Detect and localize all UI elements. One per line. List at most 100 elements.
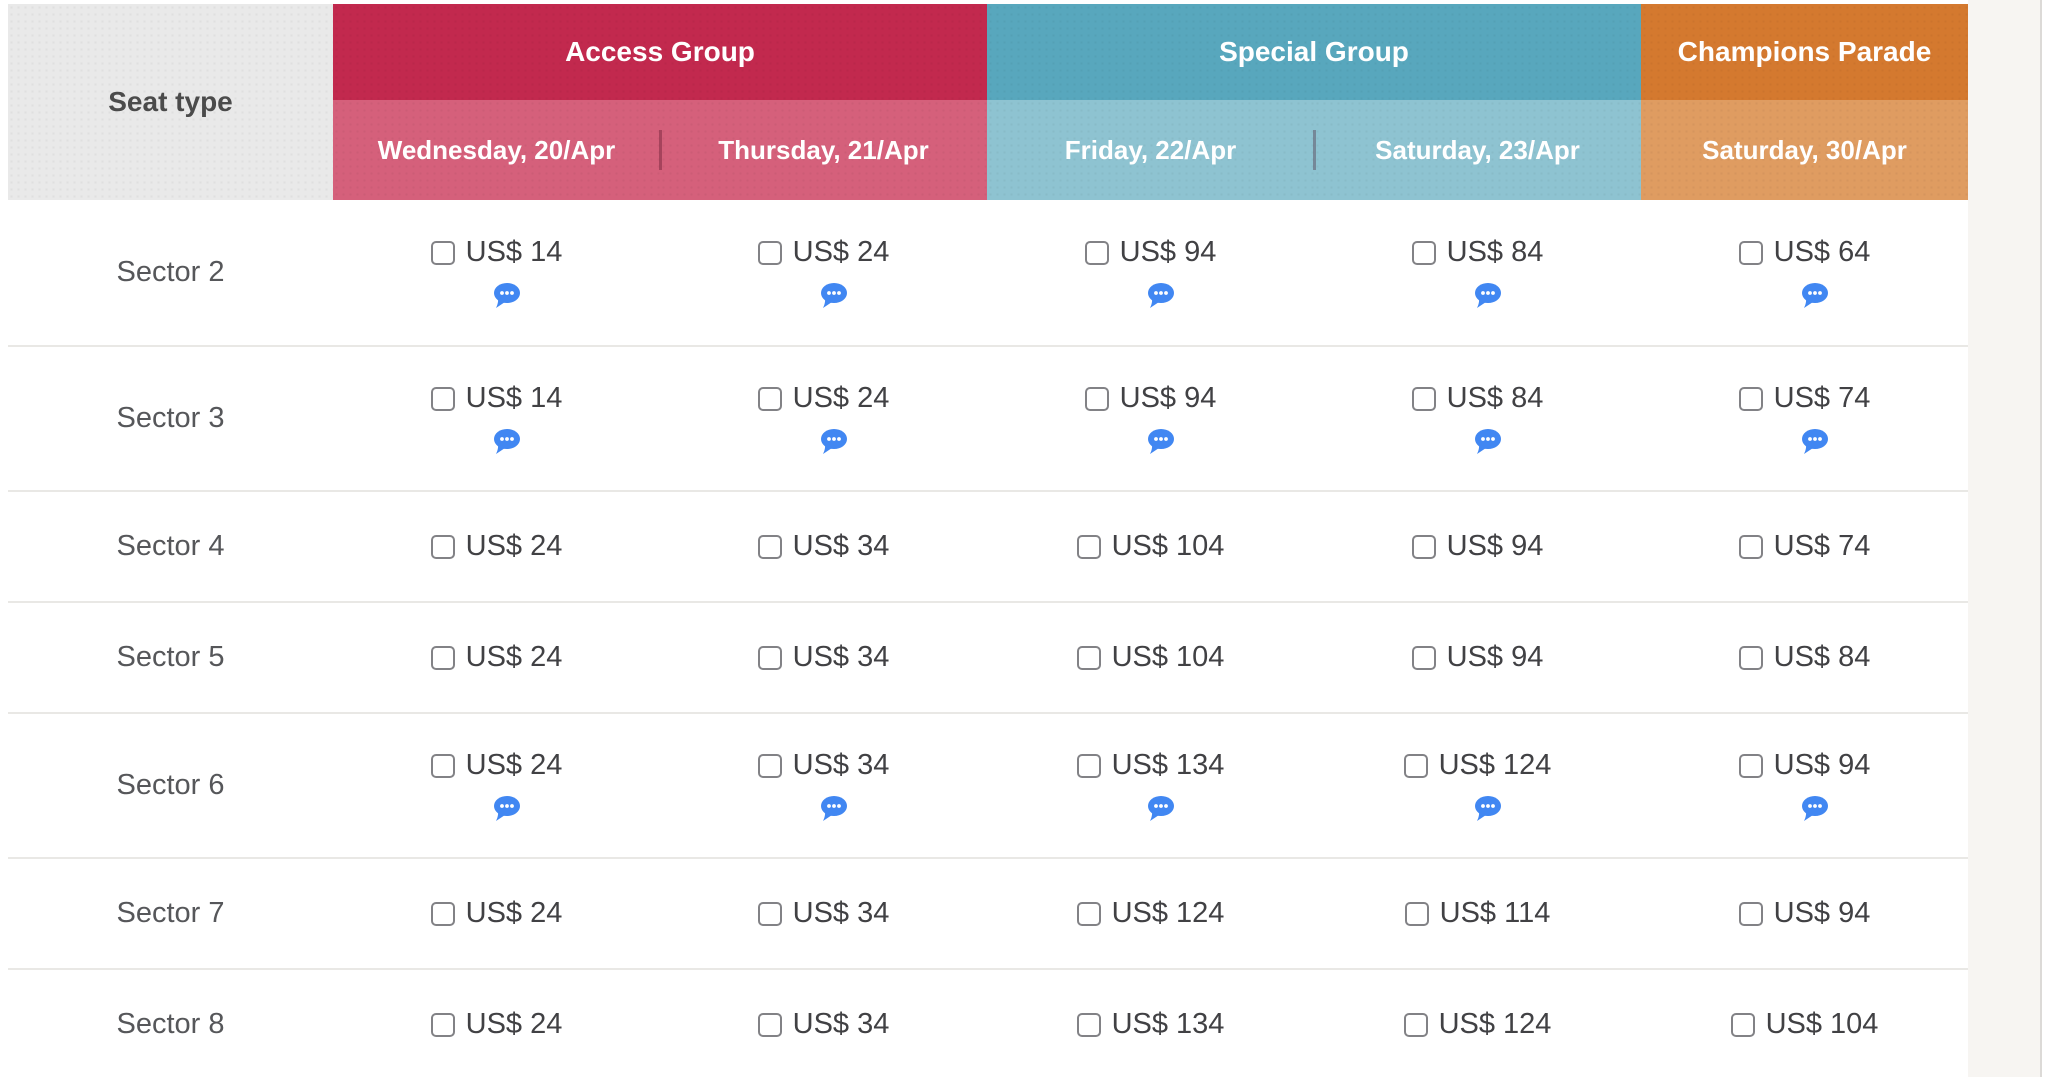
price-label: US$ 34	[792, 897, 890, 929]
speech-bubble-icon[interactable]	[1800, 428, 1829, 455]
price-cell: US$ 104	[987, 603, 1314, 712]
price-checkbox[interactable]	[757, 534, 782, 559]
speech-bubble-icon[interactable]	[819, 428, 848, 455]
page-right-rail	[1968, 0, 2042, 1077]
price-checkbox[interactable]	[1076, 753, 1101, 778]
price-checkbox[interactable]	[1730, 1012, 1755, 1037]
price-checkbox[interactable]	[430, 753, 455, 778]
price-checkbox[interactable]	[430, 240, 455, 265]
price-option[interactable]: US$ 134	[1076, 749, 1224, 782]
price-checkbox[interactable]	[1738, 386, 1763, 411]
price-option[interactable]: US$ 14	[430, 236, 562, 269]
price-checkbox[interactable]	[1411, 534, 1436, 559]
price-option[interactable]: US$ 94	[1411, 641, 1543, 674]
price-checkbox[interactable]	[757, 645, 782, 670]
price-option[interactable]: US$ 94	[1411, 530, 1544, 563]
price-option[interactable]: US$ 124	[1403, 1008, 1551, 1041]
price-option[interactable]: US$ 34	[757, 641, 889, 674]
price-checkbox[interactable]	[1738, 240, 1763, 265]
price-option[interactable]: US$ 74	[1738, 382, 1870, 415]
price-label: US$ 94	[1446, 530, 1544, 562]
price-checkbox[interactable]	[1411, 386, 1436, 411]
price-option[interactable]: US$ 124	[1403, 749, 1551, 782]
price-checkbox[interactable]	[430, 1012, 455, 1037]
price-option[interactable]: US$ 94	[1738, 897, 1871, 930]
price-checkbox[interactable]	[1404, 901, 1429, 926]
price-option[interactable]: US$ 84	[1411, 236, 1543, 269]
price-checkbox[interactable]	[1076, 645, 1101, 670]
speech-bubble-icon[interactable]	[1146, 428, 1175, 455]
price-checkbox[interactable]	[1411, 240, 1436, 265]
price-option[interactable]: US$ 74	[1738, 530, 1870, 563]
price-option[interactable]: US$ 34	[757, 1008, 890, 1041]
price-checkbox[interactable]	[1738, 534, 1763, 559]
price-checkbox[interactable]	[757, 386, 782, 411]
speech-bubble-icon[interactable]	[492, 428, 521, 455]
seat-label: Sector 3	[116, 402, 225, 434]
price-checkbox[interactable]	[757, 753, 782, 778]
price-checkbox[interactable]	[430, 901, 455, 926]
price-cell: US$ 34	[660, 970, 987, 1077]
price-checkbox[interactable]	[1076, 534, 1101, 559]
price-option[interactable]: US$ 124	[1076, 897, 1224, 930]
price-label: US$ 94	[1773, 897, 1871, 929]
price-label: US$ 24	[465, 641, 563, 673]
price-option[interactable]: US$ 24	[430, 1008, 562, 1041]
price-option[interactable]: US$ 94	[1084, 382, 1216, 415]
price-option[interactable]: US$ 104	[1076, 641, 1224, 674]
price-checkbox[interactable]	[757, 240, 782, 265]
speech-bubble-icon[interactable]	[1146, 795, 1175, 822]
price-option[interactable]: US$ 24	[757, 236, 889, 269]
price-label: US$ 24	[465, 749, 563, 781]
price-cell: US$ 94	[1641, 714, 1968, 857]
speech-bubble-icon[interactable]	[1800, 795, 1829, 822]
seat-type-cell: Sector 3	[8, 347, 333, 490]
speech-bubble-icon[interactable]	[819, 282, 848, 309]
speech-bubble-icon[interactable]	[1473, 428, 1502, 455]
speech-bubble-icon[interactable]	[1146, 282, 1175, 309]
price-label: US$ 34	[792, 1008, 890, 1040]
price-checkbox[interactable]	[1403, 753, 1428, 778]
price-option[interactable]: US$ 24	[757, 382, 889, 415]
speech-bubble-icon[interactable]	[1473, 282, 1502, 309]
price-cell: US$ 94	[1314, 492, 1641, 601]
speech-bubble-icon[interactable]	[492, 795, 521, 822]
price-option[interactable]: US$ 94	[1738, 749, 1870, 782]
price-option[interactable]: US$ 64	[1738, 236, 1870, 269]
price-option[interactable]: US$ 104	[1076, 530, 1224, 563]
price-label: US$ 84	[1446, 382, 1544, 414]
price-option[interactable]: US$ 104	[1730, 1008, 1878, 1041]
price-checkbox[interactable]	[1403, 1012, 1428, 1037]
price-checkbox[interactable]	[430, 645, 455, 670]
price-option[interactable]: US$ 14	[430, 382, 562, 415]
price-checkbox[interactable]	[1738, 901, 1763, 926]
speech-bubble-icon[interactable]	[819, 795, 848, 822]
price-option[interactable]: US$ 24	[430, 530, 562, 563]
price-option[interactable]: US$ 114	[1404, 897, 1550, 930]
price-checkbox[interactable]	[1738, 753, 1763, 778]
price-option[interactable]: US$ 24	[430, 641, 563, 674]
price-option[interactable]: US$ 94	[1084, 236, 1216, 269]
price-option[interactable]: US$ 34	[757, 897, 890, 930]
price-option[interactable]: US$ 134	[1076, 1008, 1224, 1041]
price-option[interactable]: US$ 84	[1738, 641, 1870, 674]
speech-bubble-icon[interactable]	[1800, 282, 1829, 309]
price-checkbox[interactable]	[757, 1012, 782, 1037]
price-option[interactable]: US$ 24	[430, 897, 562, 930]
price-checkbox[interactable]	[757, 901, 782, 926]
speech-bubble-icon[interactable]	[1473, 795, 1502, 822]
price-checkbox[interactable]	[430, 534, 455, 559]
price-option[interactable]: US$ 24	[430, 749, 563, 782]
price-checkbox[interactable]	[1076, 901, 1101, 926]
speech-bubble-icon[interactable]	[492, 282, 521, 309]
price-option[interactable]: US$ 34	[757, 749, 889, 782]
price-checkbox[interactable]	[430, 386, 455, 411]
price-option[interactable]: US$ 84	[1411, 382, 1544, 415]
price-checkbox[interactable]	[1738, 645, 1763, 670]
price-checkbox[interactable]	[1076, 1012, 1101, 1037]
price-checkbox[interactable]	[1411, 645, 1436, 670]
seat-label: Sector 7	[116, 897, 225, 929]
price-checkbox[interactable]	[1084, 386, 1109, 411]
price-option[interactable]: US$ 34	[757, 530, 889, 563]
price-checkbox[interactable]	[1084, 240, 1109, 265]
